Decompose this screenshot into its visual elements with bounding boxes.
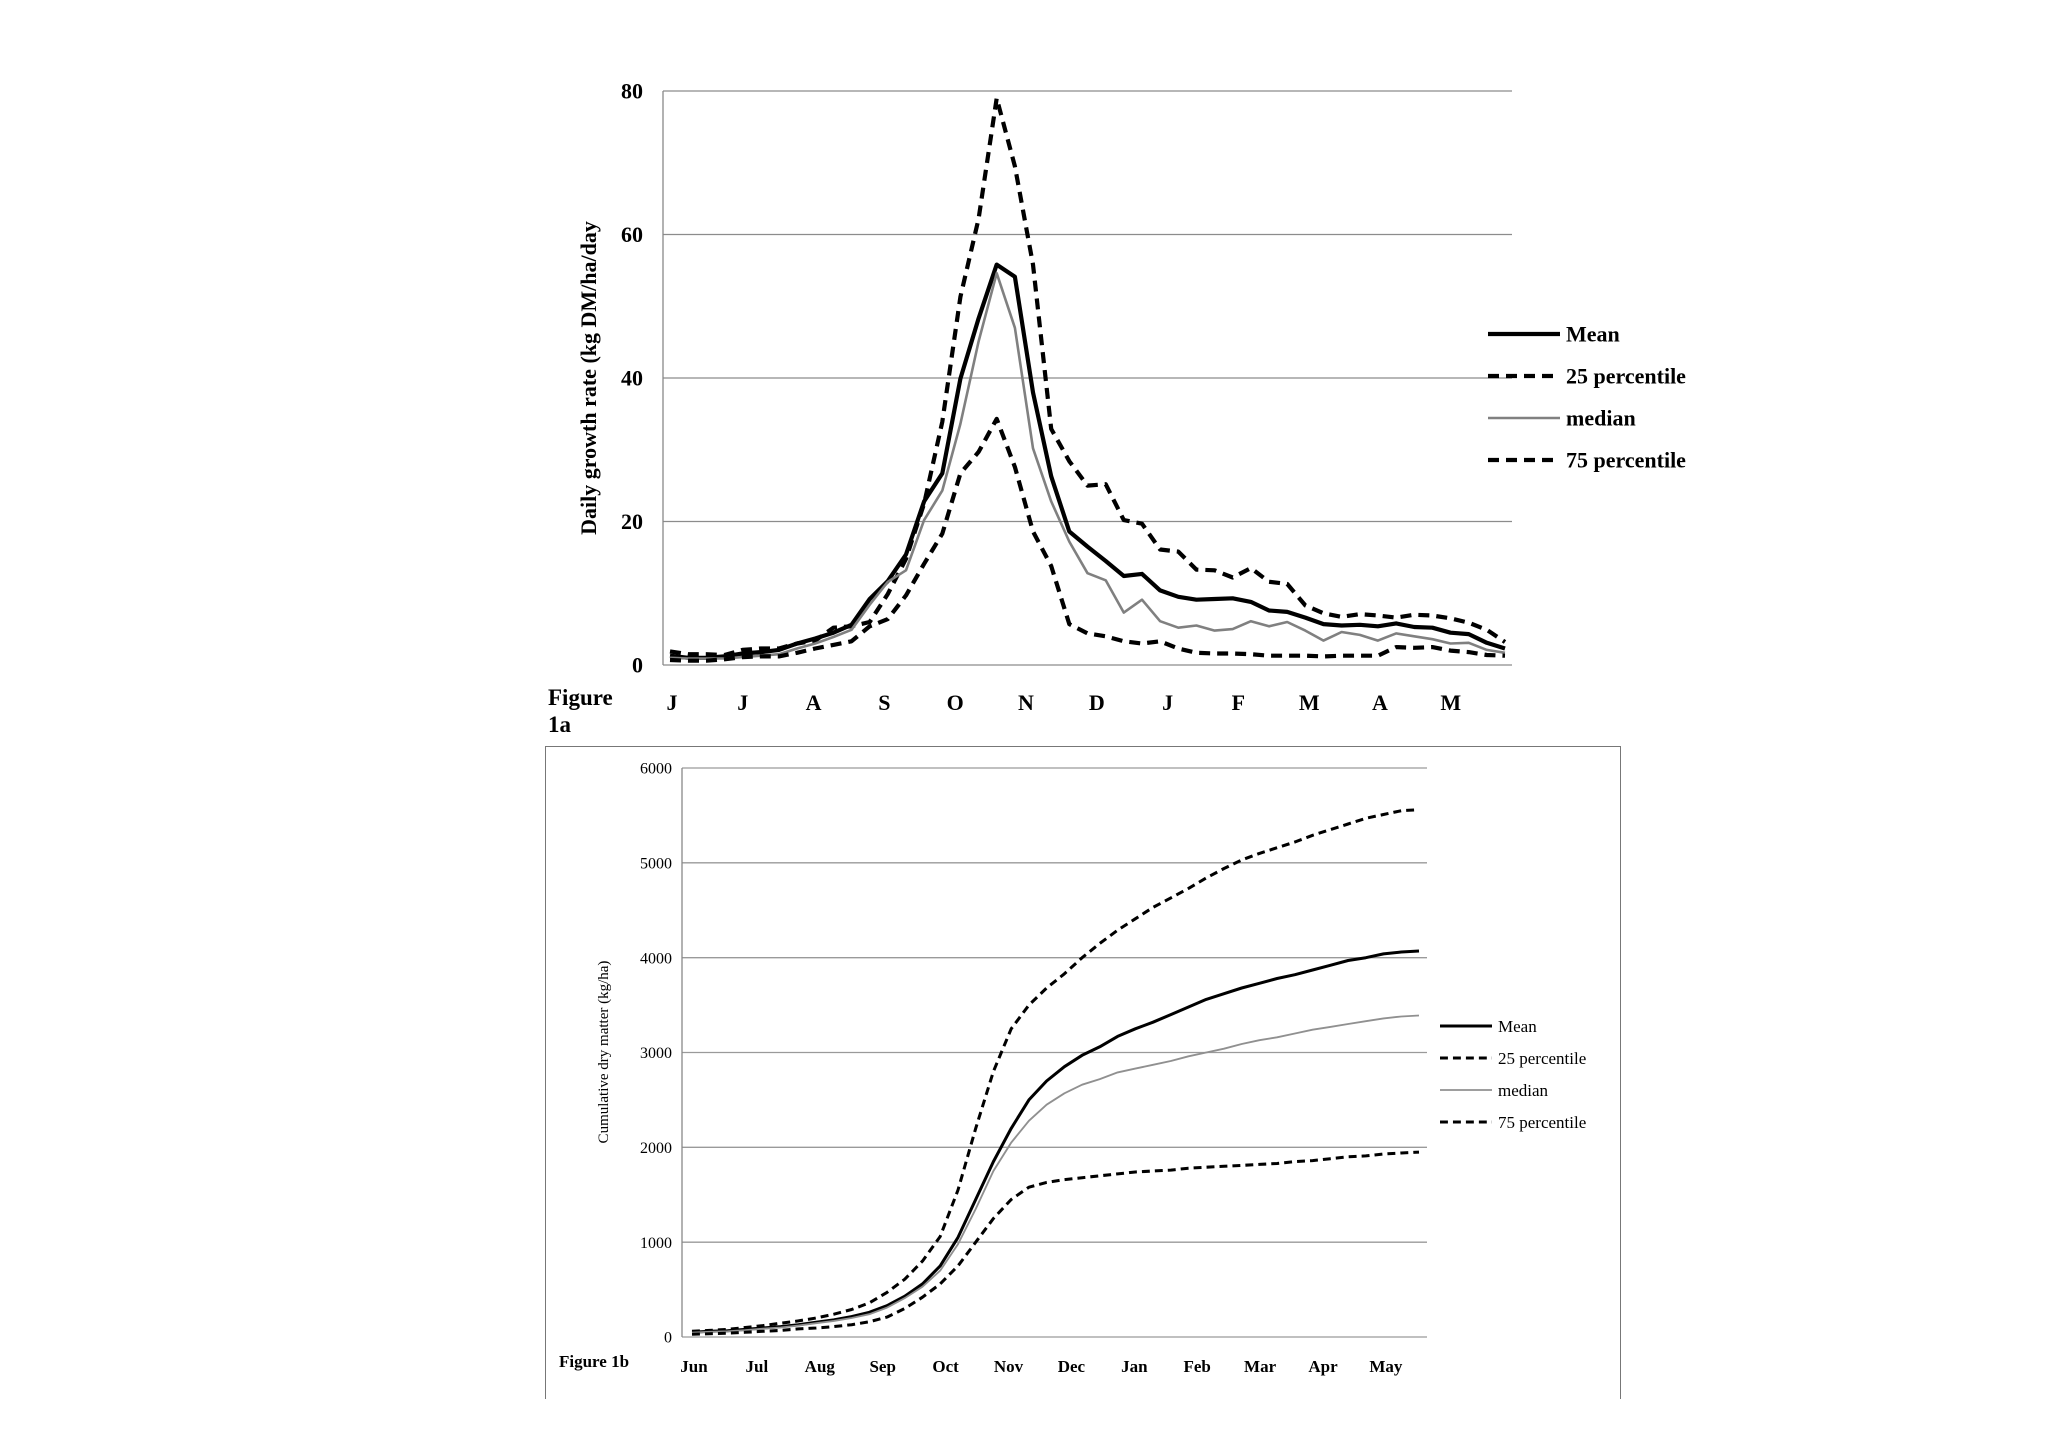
- fig1a-ytick-label: 40: [621, 366, 643, 391]
- fig1b-xtick-label: Apr: [1308, 1357, 1338, 1376]
- fig1b-ytick-label: 0: [664, 1330, 672, 1347]
- fig1a-ytick-label: 0: [632, 653, 643, 678]
- fig1a-xtick-label: O: [947, 690, 964, 715]
- fig1b-legend-label: 25 percentile: [1498, 1049, 1586, 1068]
- fig1b-series-line-0: [691, 949, 1420, 1334]
- figure-1a-label: Figure 1a: [548, 685, 613, 737]
- fig1a-series-line-2: [669, 271, 1506, 660]
- fig1b-ytick-label: 2000: [640, 1140, 672, 1157]
- fig1a-ytick-label: 60: [621, 222, 643, 247]
- fig1a-xtick-label: J: [1162, 690, 1173, 715]
- fig1b-series-line-2: [691, 1014, 1420, 1334]
- fig1a-xtick-label: M: [1440, 690, 1461, 715]
- fig1b-xtick-label: Nov: [994, 1357, 1024, 1376]
- fig1a-series-line-1: [669, 96, 1507, 658]
- fig1b-ytick-label: 4000: [640, 950, 672, 967]
- fig1a-xtick-label: A: [806, 690, 822, 715]
- fig1a-series-line-0: [669, 262, 1506, 660]
- fig1b-xtick-label: May: [1369, 1357, 1403, 1376]
- fig1b-series-line-1: [691, 808, 1420, 1333]
- fig1a-legend-label: 75 percentile: [1566, 448, 1686, 473]
- fig1a-xtick-label: D: [1089, 690, 1105, 715]
- fig1a-xtick-label: J: [737, 690, 748, 715]
- fig1a-chart: 0 20 40 60 80 J J A S O N D J F M A M Daily growth rate (…: [576, 79, 1686, 715]
- fig1a-ytick-label: 20: [621, 509, 643, 534]
- fig1a-xtick-label: J: [667, 690, 678, 715]
- fig1a-xtick-label: F: [1232, 690, 1245, 715]
- fig1b-chart: 0 1000 2000 3000 4000 5000 6000 Jun Jul Aug Sep Oct…: [596, 761, 1586, 1376]
- fig1b-legend-label: 75 percentile: [1498, 1113, 1586, 1132]
- fig1b-xtick-label: Aug: [805, 1357, 836, 1376]
- fig1a-ytick-label: 80: [621, 79, 643, 104]
- fig1a-xtick-label: S: [878, 690, 890, 715]
- fig1b-legend-label: Mean: [1498, 1017, 1537, 1036]
- fig1b-xtick-label: Sep: [869, 1357, 895, 1376]
- fig1b-xtick-label: Feb: [1184, 1357, 1211, 1376]
- figure-1b-frame: [545, 746, 1621, 1399]
- fig1b-series-line-3: [691, 1150, 1420, 1336]
- fig1a-y-axis-label: Daily growth rate (kg DM/ha/day: [576, 221, 601, 535]
- fig1a-legend-label: Mean: [1566, 322, 1620, 347]
- fig1a-legend-label: 25 percentile: [1566, 364, 1686, 389]
- fig1b-xtick-label: Dec: [1058, 1357, 1086, 1376]
- fig1b-xtick-label: Jan: [1121, 1357, 1148, 1376]
- fig1a-xtick-label: N: [1018, 690, 1034, 715]
- fig1a-legend-label: median: [1566, 406, 1636, 431]
- fig1a-xtick-label: A: [1372, 690, 1388, 715]
- fig1b-xtick-label: Jun: [680, 1357, 708, 1376]
- fig1b-legend-label: median: [1498, 1081, 1549, 1100]
- fig1b-xtick-label: Mar: [1244, 1357, 1277, 1376]
- fig1b-ytick-label: 5000: [640, 855, 672, 872]
- fig1b-ytick-label: 6000: [640, 761, 672, 778]
- fig1b-xtick-label: Jul: [746, 1357, 769, 1376]
- figure-1b-label: Figure 1b: [559, 1352, 630, 1371]
- fig1b-y-axis-label: Cumulative dry matter (kg/ha): [596, 961, 612, 1144]
- fig1b-ytick-label: 3000: [640, 1045, 672, 1062]
- fig1a-series-line-3: [669, 416, 1506, 663]
- fig1b-xtick-label: Oct: [932, 1357, 959, 1376]
- fig1a-xtick-label: M: [1299, 690, 1320, 715]
- fig1b-ytick-label: 1000: [640, 1235, 672, 1252]
